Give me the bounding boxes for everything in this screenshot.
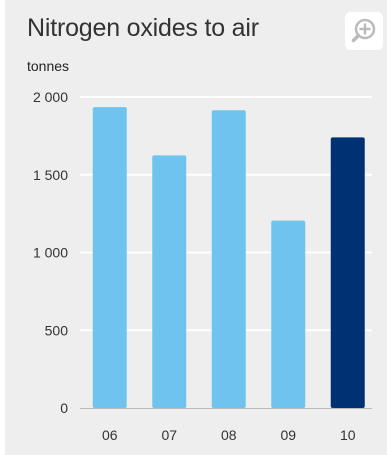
- bar-10: [330, 137, 365, 408]
- zoom-in-icon: [351, 18, 376, 43]
- y-axis-unit-label: tonnes: [27, 58, 70, 74]
- y-tick-label: 1 500: [33, 167, 68, 183]
- x-tick-label: 10: [340, 427, 356, 443]
- bar-06: [92, 107, 127, 409]
- y-tick-label: 2 000: [33, 89, 68, 105]
- bar-08: [211, 110, 246, 408]
- x-tick-label: 09: [280, 427, 296, 443]
- chart-title: Nitrogen oxides to air: [27, 14, 259, 42]
- x-tick-label: 07: [161, 427, 177, 443]
- bar-chart: 0 500 1 000 1 500 2 000 06 07 08 09 10: [33, 89, 372, 443]
- x-axis-ticks: 06 07 08 09 10: [102, 427, 356, 443]
- bar-07: [152, 155, 187, 408]
- zoom-in-button[interactable]: [345, 12, 383, 50]
- chart-card: Nitrogen oxides to air tonnes 0 500 1 000 1…: [5, 0, 387, 455]
- y-tick-label: 0: [60, 400, 68, 416]
- bars: [92, 107, 365, 409]
- y-tick-label: 1 000: [33, 245, 68, 261]
- x-tick-label: 06: [102, 427, 118, 443]
- x-tick-label: 08: [221, 427, 237, 443]
- y-axis-ticks: 0 500 1 000 1 500 2 000: [33, 89, 68, 416]
- y-tick-label: 500: [45, 322, 69, 338]
- bar-09: [271, 220, 306, 408]
